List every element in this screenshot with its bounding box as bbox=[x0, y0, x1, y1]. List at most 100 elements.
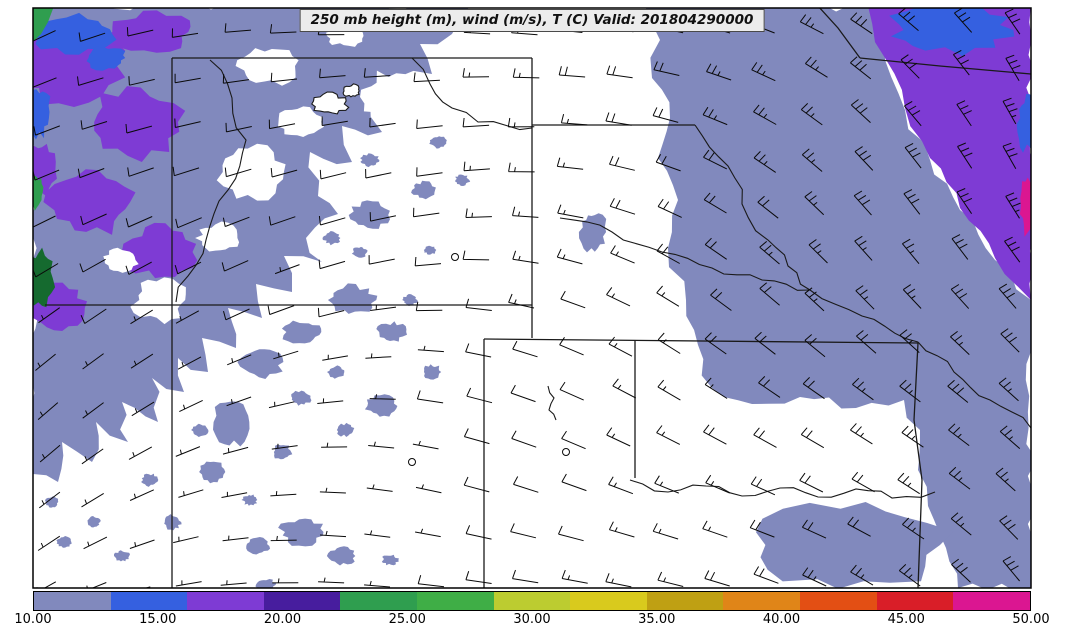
wind-barb bbox=[948, 466, 971, 490]
wind-barb bbox=[561, 473, 587, 492]
lake bbox=[311, 91, 350, 115]
wind-barb bbox=[274, 264, 300, 275]
wind-barb bbox=[900, 54, 920, 79]
wind-barb bbox=[364, 580, 391, 588]
wind-barb bbox=[125, 261, 152, 275]
wind-barb bbox=[705, 474, 730, 494]
wind-barb bbox=[368, 441, 395, 449]
wind-barb bbox=[33, 30, 56, 42]
wind-barb bbox=[413, 207, 440, 218]
wind-barb bbox=[365, 168, 392, 179]
wind-barb bbox=[174, 73, 201, 84]
wind-barb bbox=[754, 331, 776, 355]
wind-barb bbox=[999, 425, 1021, 449]
wind-barb bbox=[749, 519, 775, 538]
wind-barb bbox=[465, 208, 492, 218]
wind-barb bbox=[412, 440, 439, 450]
shade-speckles bbox=[336, 422, 355, 437]
violet-patches-northwest bbox=[94, 86, 186, 162]
wind-barb bbox=[799, 472, 824, 493]
wind-barb bbox=[268, 216, 296, 226]
wind-barb bbox=[855, 285, 875, 310]
wind-barb bbox=[656, 243, 680, 264]
wind-barb bbox=[369, 394, 396, 400]
wind-barb bbox=[1002, 142, 1018, 170]
wind-barb bbox=[605, 112, 632, 126]
shade-speckles bbox=[326, 546, 356, 566]
wind-barb bbox=[224, 23, 252, 33]
wind-barb bbox=[175, 310, 200, 324]
wind-barb bbox=[556, 157, 584, 170]
magenta-east-edge bbox=[1019, 177, 1031, 237]
wind-barb bbox=[369, 212, 397, 222]
wind-barb bbox=[224, 167, 252, 178]
shade-speckles bbox=[327, 283, 378, 314]
wind-barb bbox=[652, 523, 679, 540]
wind-barb bbox=[753, 427, 777, 448]
wind-barb bbox=[175, 580, 202, 587]
colorbar-segment bbox=[646, 592, 724, 610]
wind-barb bbox=[653, 61, 680, 76]
wind-barb bbox=[512, 569, 539, 584]
wind-barb bbox=[656, 425, 681, 445]
wind-barb bbox=[609, 155, 635, 171]
green-corner-northwest bbox=[33, 8, 54, 42]
wind-barb bbox=[128, 446, 153, 460]
shade-speckles bbox=[351, 246, 368, 258]
shade-speckles bbox=[381, 554, 399, 566]
shade-speckles bbox=[56, 536, 72, 548]
shade-speckles bbox=[213, 401, 250, 447]
wind-barb bbox=[559, 381, 584, 401]
wind-barb bbox=[222, 74, 250, 84]
wind-barb bbox=[317, 398, 344, 404]
wind-barb bbox=[610, 245, 635, 264]
state-border bbox=[859, 57, 1031, 75]
wind-barb bbox=[556, 248, 583, 265]
wind-barb bbox=[995, 467, 1016, 492]
blue-patches-northwest bbox=[33, 89, 51, 140]
wind-barb bbox=[415, 528, 441, 538]
wind-barb bbox=[80, 213, 107, 226]
wind-barb bbox=[463, 476, 490, 493]
shade-speckles bbox=[455, 174, 471, 186]
wind-barb bbox=[462, 117, 490, 128]
wind-barb bbox=[39, 444, 61, 463]
wind-barb bbox=[415, 484, 442, 494]
wind-barb bbox=[606, 65, 633, 79]
wind-barb bbox=[847, 516, 871, 537]
wind-barb bbox=[322, 354, 348, 361]
wind-barb bbox=[902, 517, 925, 540]
wind-barb bbox=[998, 283, 1017, 309]
shade-speckles bbox=[114, 550, 130, 562]
wind-barb bbox=[804, 287, 825, 312]
wind-barb bbox=[704, 332, 727, 355]
wind-barb bbox=[608, 521, 635, 538]
wind-barb bbox=[226, 396, 252, 407]
wind-barb bbox=[78, 32, 106, 42]
colorbar-segment bbox=[263, 592, 341, 610]
shade-speckles bbox=[327, 365, 345, 379]
colorbar-segment bbox=[34, 592, 111, 610]
colorbar-segment bbox=[417, 592, 494, 610]
wind-barb bbox=[898, 8, 919, 31]
wind-barb bbox=[175, 217, 202, 229]
wind-barb bbox=[558, 525, 584, 542]
shade-speckles bbox=[278, 518, 324, 547]
wind-barb bbox=[902, 284, 922, 309]
wind-barb bbox=[951, 558, 971, 583]
wind-barb bbox=[657, 332, 681, 354]
wind-barb bbox=[802, 567, 827, 587]
wind-barb bbox=[465, 571, 492, 584]
wind-barb bbox=[854, 146, 874, 171]
wind-barb bbox=[319, 530, 347, 538]
wind-barb bbox=[127, 167, 154, 177]
wind-barb bbox=[130, 353, 154, 369]
wind-barb bbox=[81, 492, 104, 508]
wind-barb bbox=[321, 442, 348, 448]
wind-barb bbox=[512, 68, 540, 79]
wind-barb bbox=[956, 100, 972, 127]
wind-barb bbox=[512, 206, 539, 218]
calm-wind-marker bbox=[451, 253, 459, 261]
shade-speckles bbox=[364, 394, 398, 417]
blue-northeast-corner bbox=[1016, 93, 1031, 153]
